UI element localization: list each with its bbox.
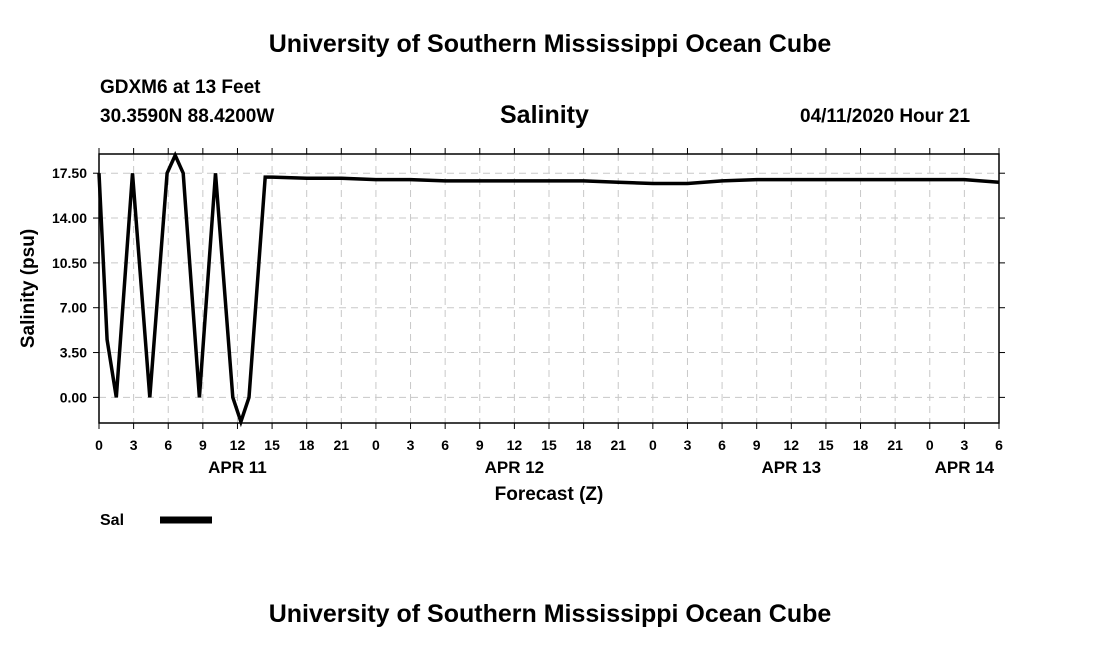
timestamp-label: 04/11/2020 Hour 21 [800,106,971,127]
y-tick-label: 14.00 [52,210,87,226]
y-tick-label: 10.50 [52,255,87,271]
series-line-sal [97,151,1000,428]
legend-label: Sal [100,512,124,529]
y-tick-label: 3.50 [60,345,87,361]
x-tick-label: 0 [372,437,380,453]
date-label: APR 14 [935,458,995,477]
x-tick-label: 12 [507,437,523,453]
x-tick-label: 6 [441,437,449,453]
x-tick-label: 18 [299,437,315,453]
y-tick-label: 7.00 [60,300,87,316]
x-tick-label: 3 [960,437,968,453]
x-tick-label: 6 [718,437,726,453]
x-tick-label: 18 [576,437,592,453]
x-axis-title: Forecast (Z) [495,484,604,505]
top-title: University of Southern Mississippi Ocean… [268,30,832,58]
y-axis-title: Salinity (psu) [18,229,39,348]
x-tick-label: 21 [887,437,903,453]
x-tick-label: 12 [784,437,800,453]
date-label: APR 12 [485,458,545,477]
x-tick-label: 3 [130,437,138,453]
date-label: APR 11 [208,458,267,477]
x-tick-label: 18 [853,437,869,453]
x-tick-label: 15 [541,437,557,453]
x-tick-label: 6 [995,437,1003,453]
x-tick-label: 9 [476,437,484,453]
chart-title: Salinity [500,101,589,129]
x-tick-label: 15 [264,437,280,453]
x-tick-label: 21 [610,437,626,453]
x-tick-label: 6 [164,437,172,453]
x-tick-label: 9 [753,437,761,453]
y-tick-label: 0.00 [60,389,87,405]
x-tick-label: 0 [926,437,934,453]
bottom-title: University of Southern Mississippi Ocean… [268,600,832,628]
x-tick-label: 3 [407,437,415,453]
date-label: APR 13 [762,458,822,477]
x-tick-label: 15 [818,437,834,453]
x-tick-label: 3 [684,437,692,453]
x-tick-label: 0 [95,437,103,453]
x-tick-label: 9 [199,437,207,453]
x-tick-label: 12 [230,437,246,453]
y-tick-label: 17.50 [52,165,87,181]
x-tick-label: 0 [649,437,657,453]
station-label: GDXM6 at 13 Feet [100,77,261,98]
coordinates-label: 30.3590N 88.4200W [100,106,275,127]
x-tick-label: 21 [334,437,350,453]
